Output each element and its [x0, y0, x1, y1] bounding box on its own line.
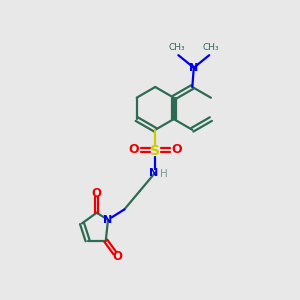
Text: O: O: [171, 143, 182, 156]
Text: N: N: [149, 168, 158, 178]
Text: S: S: [150, 144, 160, 158]
Text: N: N: [189, 63, 198, 73]
Text: N: N: [103, 215, 112, 225]
Text: O: O: [92, 187, 102, 200]
Text: O: O: [112, 250, 122, 263]
Text: CH₃: CH₃: [169, 43, 185, 52]
Text: H: H: [160, 169, 167, 179]
Text: O: O: [128, 143, 139, 156]
Text: CH₃: CH₃: [202, 43, 219, 52]
